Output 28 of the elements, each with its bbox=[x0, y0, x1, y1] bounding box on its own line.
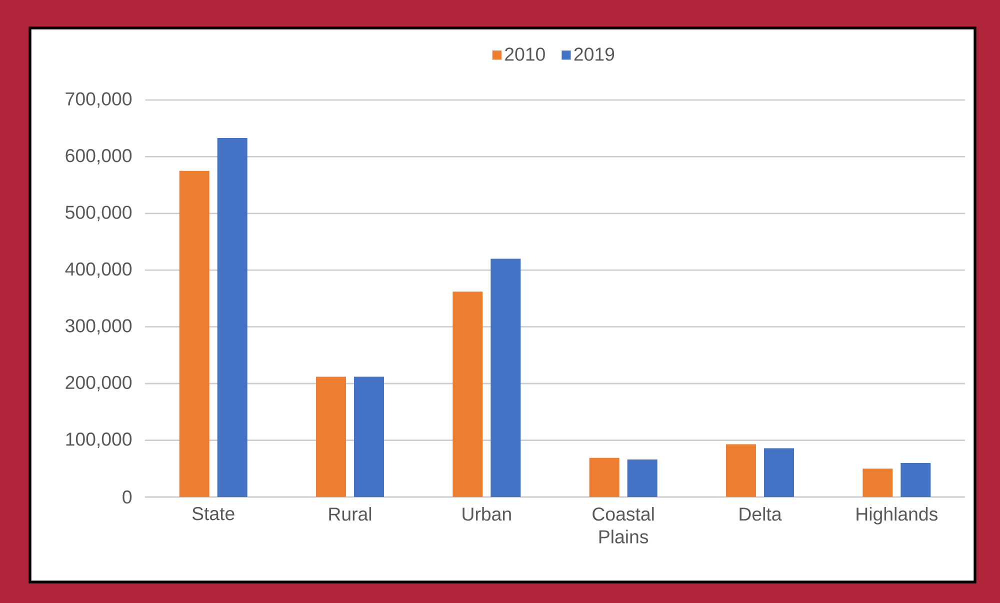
y-tick-label: 700,000 bbox=[66, 92, 132, 108]
bar bbox=[726, 444, 756, 497]
y-tick-label: 300,000 bbox=[66, 319, 132, 335]
bar bbox=[900, 462, 931, 497]
x-tick-label: Delta bbox=[740, 507, 782, 521]
x-tick-label: State bbox=[192, 507, 234, 520]
legend-label: 2019 bbox=[574, 48, 614, 61]
y-tick-label: 600,000 bbox=[66, 148, 132, 164]
x-tick-label: Urban bbox=[462, 507, 511, 521]
x-tick-label: Coastal Plains bbox=[592, 507, 654, 544]
bar bbox=[862, 468, 893, 497]
x-tick-label: Highlands bbox=[856, 507, 938, 524]
bar bbox=[179, 170, 210, 497]
y-tick-label: 200,000 bbox=[66, 376, 132, 392]
bar bbox=[627, 460, 658, 497]
bar bbox=[490, 258, 521, 497]
bar bbox=[217, 138, 248, 497]
bar bbox=[764, 448, 794, 497]
y-tick-label: 0 bbox=[122, 490, 132, 504]
legend-label: 2010 bbox=[505, 48, 545, 61]
bar bbox=[316, 376, 346, 497]
y-tick-label: 500,000 bbox=[66, 206, 132, 222]
bar bbox=[452, 292, 483, 497]
x-tick-label: Rural bbox=[329, 507, 372, 521]
y-tick-label: 400,000 bbox=[65, 262, 132, 278]
y-tick-label: 100,000 bbox=[66, 432, 132, 448]
bar bbox=[589, 458, 620, 497]
bar bbox=[354, 376, 384, 497]
